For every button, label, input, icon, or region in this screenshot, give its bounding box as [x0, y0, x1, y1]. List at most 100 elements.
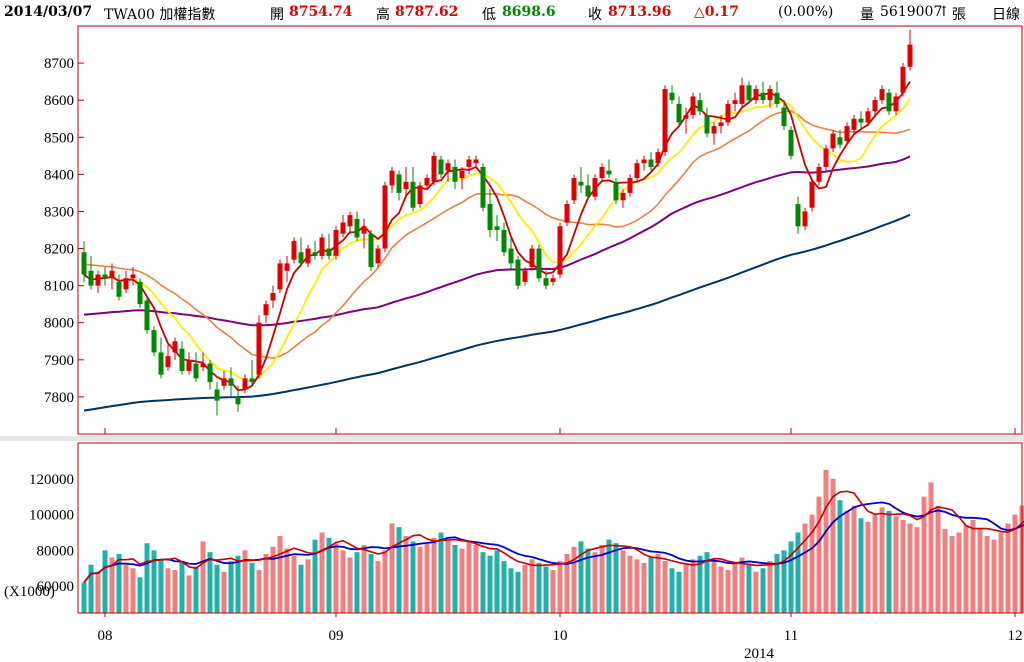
candle-body: [585, 185, 591, 197]
candle-body: [158, 352, 164, 375]
volume-bar: [746, 564, 752, 613]
volume-tick-label: 60000: [37, 579, 75, 595]
candle-body: [823, 148, 829, 167]
candle-body: [487, 204, 493, 230]
volume-bar: [1012, 514, 1018, 613]
price-tick-label: 8000: [44, 316, 74, 332]
volume-bar: [501, 561, 507, 613]
volume-ma5-line: [83, 490, 1024, 584]
volume-bar: [641, 562, 647, 613]
volume-bar: [781, 550, 787, 613]
volume-bar: [900, 519, 906, 613]
price-tick-label: 8300: [44, 204, 74, 220]
candle-body: [739, 85, 745, 104]
volume-bar: [298, 564, 304, 613]
volume-bar: [116, 553, 122, 613]
volume-bar: [914, 527, 920, 613]
candle-body: [865, 111, 871, 123]
volume-bar: [991, 539, 997, 613]
candle-body: [655, 152, 661, 164]
volume-bar: [683, 564, 689, 613]
volume-bar: [536, 562, 542, 613]
arrow-up-icon: ↑: [938, 4, 950, 20]
volume-bar: [200, 541, 206, 613]
candle-body: [480, 166, 486, 208]
volume-bar: [410, 541, 416, 613]
volume-bar: [361, 545, 367, 613]
candle-body: [452, 166, 458, 182]
candle-body: [697, 100, 703, 112]
close-label: 收: [588, 7, 602, 23]
volume-bar: [242, 550, 248, 613]
candle-body: [228, 378, 234, 386]
volume-bar: [473, 545, 479, 613]
candle-body: [536, 248, 542, 279]
volume-bar: [928, 482, 934, 613]
volume-bar: [858, 518, 864, 613]
candle-body: [389, 170, 395, 186]
volume-bar: [158, 559, 164, 613]
quote-header: 2014/03/07 TWA00 加權指數 開 8754.74 高 8787.6…: [0, 0, 1024, 24]
candle-body: [851, 118, 857, 130]
volume-bar: [760, 568, 766, 613]
volume-bar: [144, 543, 150, 613]
candle-body: [347, 215, 353, 227]
volume-bar: [879, 507, 885, 613]
candle-body: [634, 163, 640, 179]
candle-body: [207, 363, 213, 383]
price-tick-label: 8500: [44, 130, 74, 146]
volume-bar: [186, 575, 192, 613]
volume-bar: [592, 552, 598, 613]
candle-body: [256, 322, 262, 375]
volume-bar: [326, 537, 332, 613]
candle-body: [193, 363, 199, 379]
candle-body: [305, 248, 311, 264]
open-label: 開: [270, 7, 284, 23]
candle-body: [830, 133, 836, 149]
change-percent: (0.00%): [778, 4, 834, 20]
volume-bar: [718, 566, 724, 613]
volume-bar: [480, 552, 486, 613]
candle-body: [599, 166, 605, 179]
volume-bar: [445, 539, 451, 613]
candle-body: [137, 281, 143, 305]
candle-body: [172, 341, 178, 353]
volume-bar: [802, 523, 808, 613]
candle-body: [816, 166, 822, 182]
candle-body: [886, 92, 892, 112]
candle-body: [417, 185, 423, 205]
pane-divider: [0, 436, 1024, 441]
candle-body: [704, 115, 710, 134]
volume-bars: [81, 469, 1024, 613]
volume-bar: [564, 553, 570, 613]
candle-body: [907, 44, 913, 67]
volume-bar: [522, 564, 528, 613]
candle-body: [760, 92, 766, 101]
low-value: 8698.6: [502, 4, 556, 20]
volume-bar: [669, 568, 675, 613]
volume-bar: [438, 532, 444, 613]
candle-body: [879, 89, 885, 101]
price-tick-label: 8600: [44, 93, 74, 109]
candle-body: [473, 159, 479, 164]
candle-body: [774, 92, 780, 104]
month-label: 10: [553, 628, 568, 644]
candle-body: [165, 356, 171, 368]
volume-bar: [620, 550, 626, 613]
candle-body: [571, 178, 577, 201]
candle-body: [802, 211, 808, 227]
volume-bar: [508, 568, 514, 613]
volume-bar: [984, 536, 990, 613]
candle-body: [676, 103, 682, 123]
volume-bar: [557, 561, 563, 613]
volume-bar: [837, 500, 843, 613]
price-grid: [104, 428, 1016, 434]
volume-bar: [319, 532, 325, 613]
price-tick-label: 8200: [44, 242, 74, 258]
candle-body: [837, 137, 843, 145]
volume-bar: [543, 566, 549, 613]
candle-body: [102, 274, 108, 279]
volume-bar: [599, 545, 605, 613]
volume-bar: [263, 553, 269, 613]
period-label: 日線: [992, 7, 1020, 23]
